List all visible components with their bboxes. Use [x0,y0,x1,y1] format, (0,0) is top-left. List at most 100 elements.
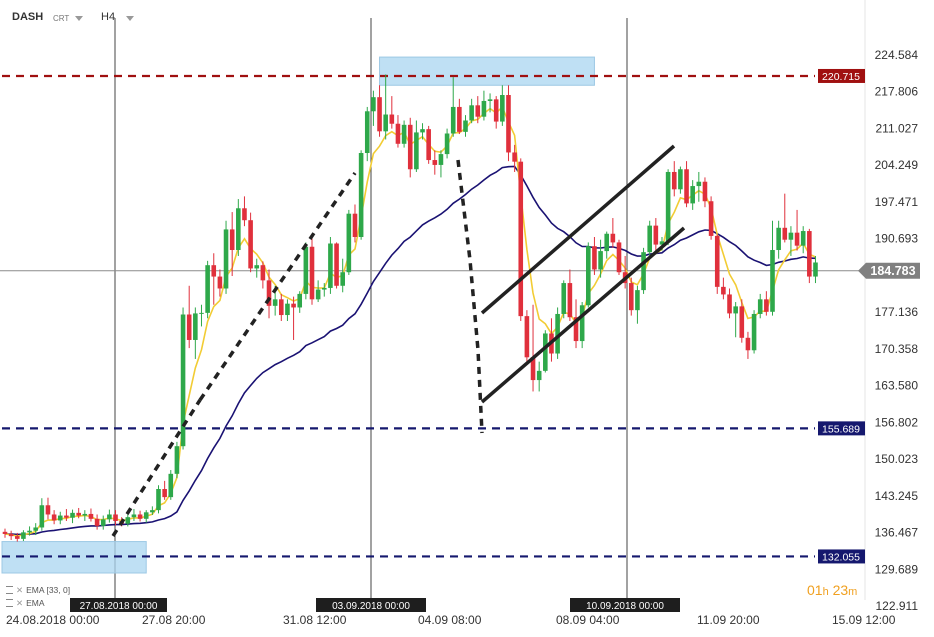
current-price-box [858,262,920,279]
candle-body [536,370,542,381]
candle-body [432,160,438,165]
candle-body [733,306,738,314]
candle-body [788,232,794,240]
candle-body [285,303,290,316]
timeframe-label[interactable]: H4 [101,11,116,23]
price-axis-tick-label: 122.911 [876,599,919,613]
candle-body [487,99,493,101]
candle-body [714,235,720,287]
candle-body [383,114,388,132]
candle-body [70,512,75,518]
crosshair-time-label: 03.09.2018 00:00 [332,601,410,612]
candle-body [309,246,315,300]
candle-body [377,97,382,132]
candle-body [659,241,665,245]
candle-body [131,514,137,518]
crosshair-time-box [570,598,680,612]
crosshair-time-box [316,598,426,612]
candle-body [107,514,112,520]
candle-body [254,265,260,269]
candle-body [21,532,26,539]
candle-body [543,333,548,371]
candle-body [610,233,616,243]
candle-body [174,446,180,474]
price-axis-tick-label: 150.023 [875,452,919,466]
candle-body [358,153,364,238]
candle-body [745,337,751,351]
candle-body [579,305,585,342]
time-axis-tick-label: 27.08 20:00 [142,613,206,627]
candle-body [291,303,296,308]
candle-body [168,473,174,498]
menu-icon[interactable] [6,599,13,607]
candle-body [598,251,603,270]
candle-body [647,225,652,253]
candle-body [217,276,223,289]
candle-body [113,514,118,521]
menu-icon[interactable] [6,586,13,594]
candle-body [800,231,806,246]
candle-body [352,213,358,238]
trend-dashed-line [456,159,484,434]
price-axis-tick-label: 211.027 [876,121,919,135]
ema-long-line [4,165,816,536]
timer-minutes: 23 [832,582,849,598]
candle-body [481,100,487,117]
candle-body [770,250,775,312]
candle-body [33,527,38,531]
ema-long-label: EMA [26,585,45,595]
candle-body [708,201,714,236]
candle-body [463,120,468,132]
ema-long-params: [33, 0] [46,585,71,595]
candle-body [223,229,229,289]
candle-body [211,265,217,277]
candle-body [782,227,788,240]
ema-short-label: EMA [26,598,45,608]
source-label[interactable]: CRT [53,14,70,23]
candle-body [653,225,659,245]
candle-body [229,229,235,251]
close-icon[interactable]: ✕ [16,598,24,608]
timeframe-chevron-down-icon[interactable] [126,16,134,21]
time-axis-tick-label: 24.08.2018 00:00 [6,613,100,627]
candle-body [438,154,444,165]
candle-body [727,294,732,314]
candle-body [764,299,769,312]
price-axis-tick-label: 163.580 [875,379,919,393]
candle-body [555,313,560,354]
candle-body [303,246,309,294]
candle-body [561,283,567,314]
candle-body [420,129,425,133]
symbol-label[interactable]: DASH [12,11,44,23]
level-price-label: 155.689 [822,423,860,435]
candle-body [457,106,462,132]
time-axis-tick-label: 08.09 04:00 [556,613,620,627]
candle-body [297,293,303,308]
candle-body [616,242,622,273]
candle-body [236,208,241,251]
candle-body [493,99,499,122]
candle-body [242,208,247,221]
ema-long-legend[interactable]: ✕ EMA [33, 0] [6,585,70,596]
level-price-box [818,549,865,564]
candle-body [469,105,474,121]
candle-body [604,233,610,252]
candle-body [739,306,745,338]
candle-body [266,280,272,306]
close-icon[interactable]: ✕ [16,585,24,595]
candle-body [567,283,573,318]
source-chevron-down-icon[interactable] [75,16,83,21]
price-axis-tick-label: 129.689 [875,562,919,576]
candle-body [88,513,94,519]
candle-body [813,262,818,277]
candle-body [500,95,505,122]
ema-short-legend[interactable]: ✕ EMA [6,598,45,609]
channel-upper-line [480,144,676,315]
candle-body [82,513,88,516]
candle-body [794,232,800,246]
candle-body [696,181,702,187]
candle-body [64,515,69,518]
candle-body [371,97,376,112]
candle-body [573,317,579,342]
